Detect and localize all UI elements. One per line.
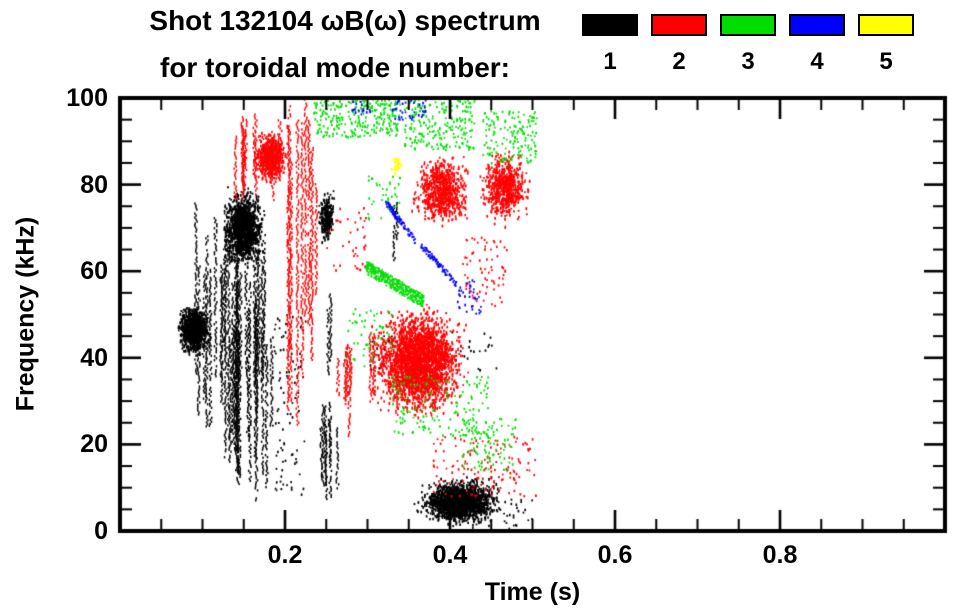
legend-item: 5 [858,14,914,75]
legend-label: 4 [810,48,824,75]
y-axis-label: Frequency (kHz) [11,216,40,412]
legend-swatch-mode-3 [720,14,776,36]
legend-item: 4 [789,14,845,75]
legend-label: 5 [879,48,893,75]
x-tick-label: 0.4 [432,541,468,569]
x-tick-label: 0.2 [267,541,303,569]
chart-title: Shot 132104 ωB(ω) spectrum [149,5,541,36]
y-tick-label: 40 [80,343,108,372]
legend-swatch-mode-5 [858,14,914,36]
legend-label: 2 [672,48,686,75]
y-tick-label: 80 [80,170,108,199]
y-tick-label: 0 [94,517,108,545]
y-tick-label: 60 [80,257,108,286]
x-tick-label: 0.8 [762,541,798,569]
legend-swatch-mode-4 [789,14,845,36]
y-tick-label: 100 [66,84,108,112]
x-axis-label: Time (s) [484,578,581,606]
legend-item: 3 [720,14,776,75]
legend: 1 2 3 4 5 [582,14,914,75]
y-tick-label: 20 [80,430,108,459]
legend-item: 1 [582,14,638,75]
x-tick-label: 0.6 [597,541,633,569]
legend-item: 2 [651,14,707,75]
legend-swatch-mode-1 [582,14,638,36]
chart-subtitle: for toroidal mode number: [160,52,510,83]
legend-label: 3 [741,48,755,75]
legend-swatch-mode-2 [651,14,707,36]
legend-label: 1 [603,48,617,75]
